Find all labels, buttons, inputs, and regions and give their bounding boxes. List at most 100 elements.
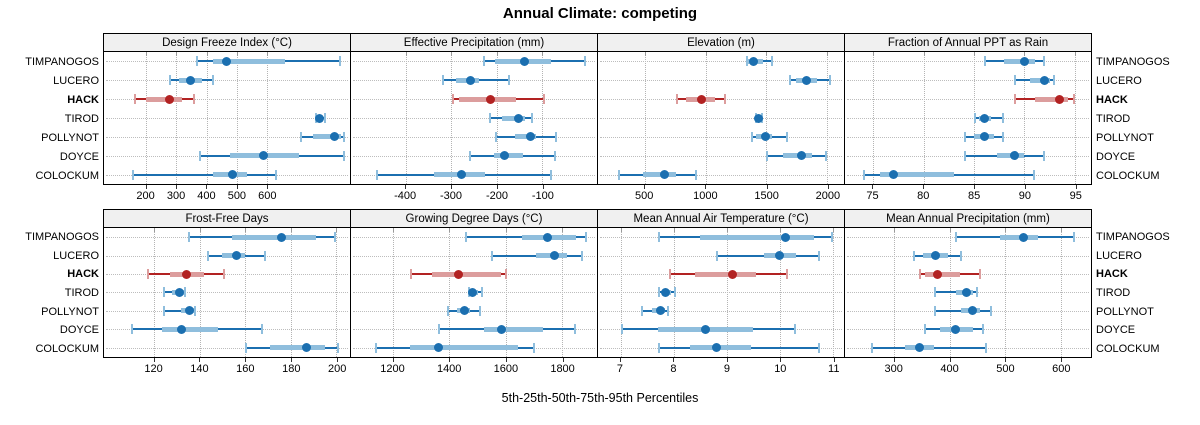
site-label-row: TIMPANOGOS [0, 228, 99, 247]
whisker-cap-95th [212, 75, 215, 86]
site-label-pollynot: POLLYNOT [41, 131, 99, 144]
series-row-doyce [845, 320, 1091, 338]
row-reference-line [106, 310, 348, 312]
tick-mark [827, 185, 829, 189]
series-row-hack [845, 265, 1091, 283]
series-row-colockum [104, 165, 350, 184]
axis-tick-label: 11 [828, 363, 840, 375]
whisker-cap-5th [245, 342, 248, 353]
median-dot [1019, 56, 1029, 66]
percentile-bar-25-75 [162, 326, 218, 332]
row-reference-line [847, 255, 1089, 257]
whisker-cap-5th [489, 113, 492, 123]
tick-mark [923, 185, 925, 189]
whisker-cap-5th [131, 324, 134, 335]
median-dot [711, 343, 721, 353]
whisker-cap-5th [963, 150, 966, 161]
whisker-cap-5th [640, 305, 643, 316]
panel-strip-title: Effective Precipitation (mm) [403, 36, 545, 49]
series-row-pollynot [598, 127, 844, 146]
series-row-pollynot [104, 127, 350, 146]
whisker-cap-5th [206, 250, 209, 261]
axis-tick-label: -100 [531, 190, 554, 202]
site-label-row: TIROD [0, 109, 99, 128]
series-row-colockum [598, 165, 844, 184]
series-row-lucero [845, 246, 1091, 264]
axis-tick-label: -300 [440, 190, 463, 202]
row-reference-line [353, 118, 595, 119]
series-row-tirod [351, 283, 597, 301]
tick-mark [392, 358, 394, 362]
site-label-row: TIMPANOGOS [1096, 52, 1200, 71]
median-dot [979, 113, 989, 123]
whisker-cap-5th [751, 131, 754, 142]
axis-tick-label: 400 [197, 190, 216, 202]
whisker-cap-95th [793, 324, 796, 335]
whisker-cap-95th [555, 131, 558, 142]
tick-mark-top [496, 52, 498, 56]
median-dot [915, 343, 925, 353]
panel-rows [845, 52, 1091, 184]
whisker-cap-95th [263, 250, 266, 261]
series-row-hack [598, 265, 844, 283]
panel-strip: Mean Annual Air Temperature (°C) [597, 209, 845, 228]
percentile-bar-25-75 [1034, 96, 1068, 102]
whisker-cap-95th [785, 131, 788, 142]
percentile-bar-25-75 [700, 234, 815, 240]
whisker-cap-95th [770, 56, 773, 67]
tick-mark [153, 358, 155, 362]
tick-mark [1005, 358, 1007, 362]
panel-strip: Elevation (m) [597, 33, 845, 52]
whisker-cap-5th [618, 169, 621, 180]
median-dot [500, 151, 510, 161]
panel-strip-title: Frost-Free Days [185, 212, 269, 225]
whisker-cap-95th [554, 150, 557, 161]
row-reference-line [106, 80, 348, 82]
tick-mark [726, 358, 728, 362]
tick-mark-top [974, 52, 976, 56]
median-dot [185, 75, 195, 85]
axis-tick-label: 85 [967, 190, 981, 202]
site-label-tirod: TIROD [1096, 112, 1131, 125]
series-row-tirod [845, 109, 1091, 128]
panel-4 [844, 52, 1092, 185]
axis-tick-label: 1200 [380, 363, 405, 375]
median-dot [184, 306, 194, 316]
tick-mark [245, 358, 247, 362]
whisker-cap-5th [163, 287, 166, 298]
tick-mark-top [266, 52, 268, 56]
whisker-cap-95th [724, 94, 727, 105]
series-row-colockum [845, 165, 1091, 184]
row-reference-line [106, 136, 348, 138]
row-reference-line [600, 80, 842, 82]
tick-mark-top [561, 228, 563, 232]
percentile-bar-25-75 [880, 172, 954, 178]
whisker-cap-5th [963, 131, 966, 142]
axis-tick-label: 200 [328, 363, 347, 375]
whisker-cap-5th [918, 269, 921, 280]
series-row-timpanogos [351, 228, 597, 246]
tick-mark-top [146, 52, 148, 56]
whisker-cap-5th [133, 94, 136, 105]
site-label-row: POLLYNOT [1096, 302, 1200, 321]
whisker-cap-5th [924, 324, 927, 335]
panel-strip: Effective Precipitation (mm) [350, 33, 598, 52]
panel-strip-title: Mean Annual Air Temperature (°C) [633, 212, 809, 225]
whisker-cap-95th [533, 342, 536, 353]
median-dot [1018, 232, 1028, 242]
series-row-timpanogos [845, 52, 1091, 71]
series-row-lucero [351, 71, 597, 90]
whisker-cap-5th [1014, 94, 1017, 105]
row-reference-line [106, 292, 348, 294]
whisker-cap-95th [785, 269, 788, 280]
whisker-cap-5th [955, 232, 958, 243]
median-dot [656, 306, 666, 316]
whisker-cap-5th [863, 169, 866, 180]
whisker-cap-5th [168, 75, 171, 86]
axis-tick-label: 400 [940, 363, 959, 375]
row-reference-line [353, 255, 595, 257]
axis-tick-label: 200 [136, 190, 155, 202]
whisker-cap-95th [542, 94, 545, 105]
whisker-cap-95th [581, 250, 584, 261]
whisker-cap-95th [342, 131, 345, 142]
